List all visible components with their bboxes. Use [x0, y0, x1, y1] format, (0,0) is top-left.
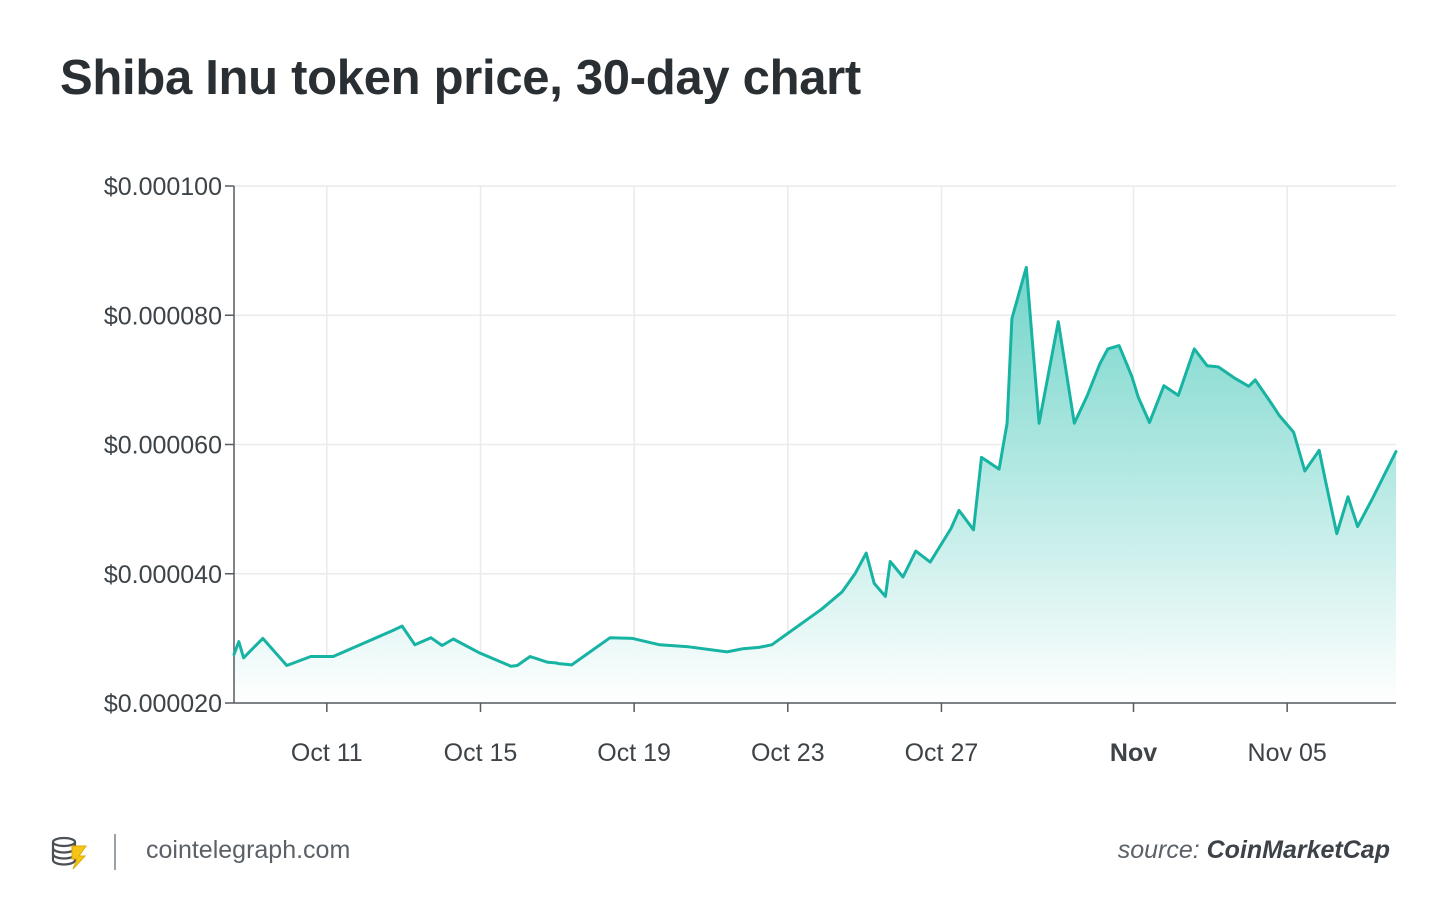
x-tick-label: Nov: [1110, 739, 1157, 767]
x-tick-label: Nov 05: [1248, 739, 1327, 767]
y-tick-label: $0.000060: [104, 432, 222, 460]
price-series: [232, 265, 1398, 668]
y-tick-label: $0.000020: [104, 690, 222, 718]
y-tick-label: $0.000040: [104, 561, 222, 589]
area-path: [234, 267, 1396, 703]
y-tick-label: $0.000080: [104, 302, 222, 330]
price-line: [232, 265, 1398, 668]
axes: [225, 185, 1396, 712]
y-tick-label: $0.000100: [104, 173, 222, 201]
x-tick-label: Oct 19: [597, 739, 671, 767]
source-label: source:: [1117, 836, 1200, 864]
chart-title: Shiba Inu token price, 30-day chart: [60, 51, 861, 105]
footer-site-link[interactable]: cointelegraph.com: [146, 836, 351, 864]
area-fill: [234, 267, 1396, 703]
x-tick-label: Oct 11: [291, 739, 363, 767]
x-tick-label: Oct 27: [905, 739, 979, 767]
x-tick-label: Oct 15: [444, 739, 518, 767]
source-name: CoinMarketCap: [1206, 836, 1390, 864]
tick-labels: $0.000020 $0.000040 $0.000060 $0.000080 $0.0…: [104, 173, 1327, 767]
cointelegraph-logo-icon: [51, 836, 87, 870]
footer-source: source: CoinMarketCap: [1118, 836, 1390, 865]
x-tick-label: Oct 23: [751, 739, 825, 767]
footer-divider: [114, 834, 116, 870]
